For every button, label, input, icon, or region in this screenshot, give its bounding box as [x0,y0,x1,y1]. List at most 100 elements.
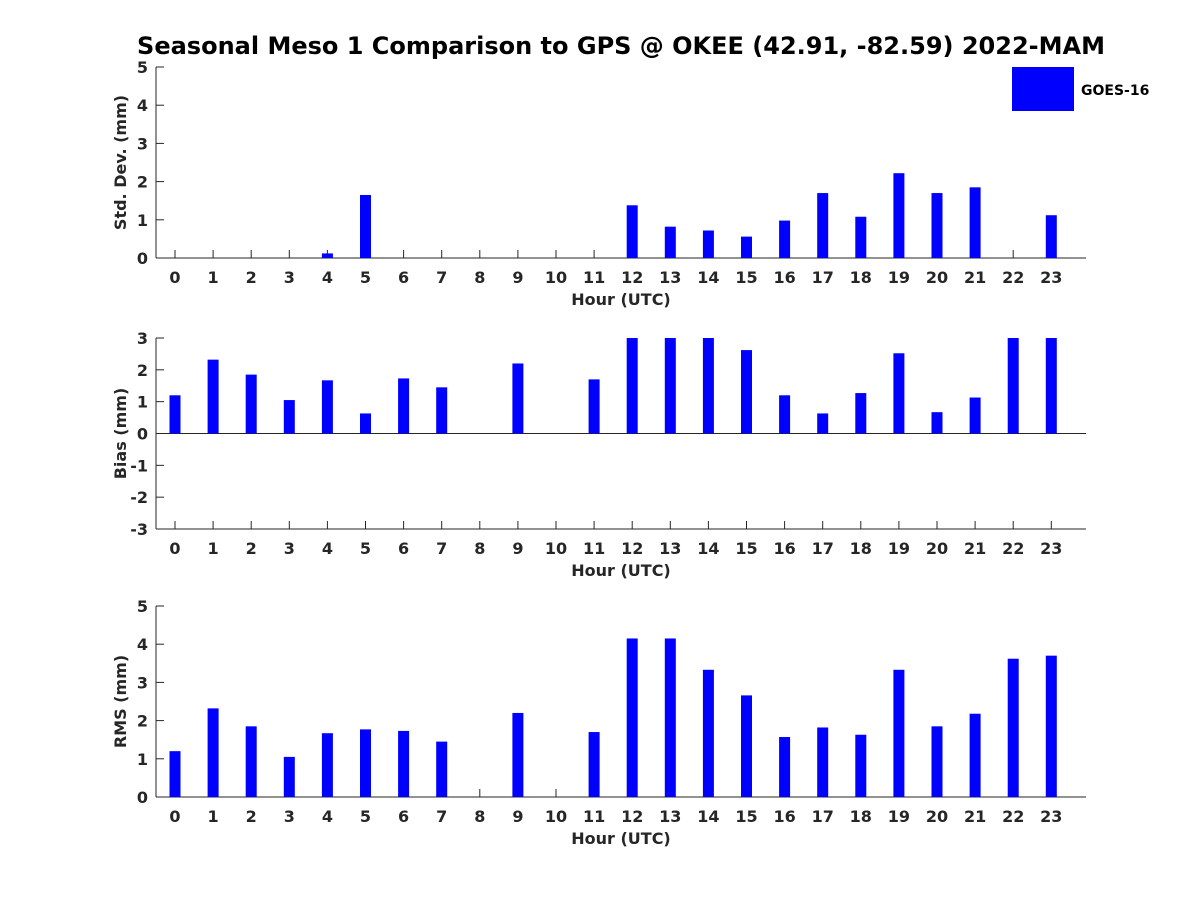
bar-hour-14 [702,230,714,258]
bar-hour-19 [893,173,905,258]
bar-hour-9 [512,712,524,797]
x-tick-label: 12 [621,268,643,287]
y-tick-label: -1 [130,456,148,475]
x-tick-label: 22 [1002,268,1024,287]
x-axis-label: Hour (UTC) [571,290,671,309]
bar-hour-20 [931,726,943,797]
bar-hour-7 [436,741,448,797]
bar-hour-22 [1007,658,1019,797]
bar-hour-19 [893,669,905,797]
x-tick-label: 19 [888,268,910,287]
bar-hour-1 [207,359,219,434]
x-tick-label: 11 [583,807,605,826]
bar-hour-12 [626,638,638,797]
chart-title: Seasonal Meso 1 Comparison to GPS @ OKEE… [137,32,1105,60]
y-tick-label: -3 [130,520,148,539]
x-tick-label: 1 [208,539,219,558]
bar-hour-23 [1045,655,1057,797]
x-tick-label: 21 [964,539,986,558]
bar-hour-17 [817,193,829,258]
bar-hour-23 [1045,338,1057,434]
x-tick-label: 14 [697,807,719,826]
x-tick-label: 23 [1040,539,1062,558]
bar-hour-19 [893,353,905,434]
bar-hour-1 [207,708,219,797]
bar-hour-13 [664,338,676,434]
bar-hour-13 [664,226,676,258]
y-tick-label: 5 [137,58,148,77]
bar-hour-15 [741,695,752,797]
x-tick-label: 4 [322,268,333,287]
bar-hour-14 [702,338,714,434]
legend-label: GOES-16 [1081,83,1149,99]
x-tick-label: 2 [246,539,257,558]
bar-hour-0 [169,751,181,797]
x-tick-label: 10 [545,807,567,826]
x-tick-label: 18 [850,807,872,826]
bar-hour-15 [741,350,752,434]
x-tick-label: 17 [812,539,834,558]
y-tick-label: 4 [137,96,148,115]
x-tick-label: 7 [436,268,447,287]
x-tick-label: 10 [545,539,567,558]
x-tick-label: 5 [360,268,371,287]
bar-hour-11 [588,379,600,434]
bar-hour-2 [245,726,257,797]
y-tick-label: 3 [137,134,148,153]
x-tick-label: 20 [926,539,948,558]
bar-hour-18 [855,216,867,258]
x-tick-label: 1 [208,807,219,826]
bar-hour-17 [817,413,829,434]
x-tick-label: 21 [964,268,986,287]
x-tick-label: 11 [583,268,605,287]
y-tick-label: 5 [137,597,148,616]
x-tick-label: 7 [436,807,447,826]
x-tick-label: 10 [545,268,567,287]
y-tick-label: 4 [137,635,148,654]
x-tick-label: 16 [773,268,795,287]
bar-hour-14 [702,669,714,797]
x-tick-label: 9 [512,539,523,558]
bar-hour-21 [969,713,981,797]
x-tick-label: 23 [1040,268,1062,287]
x-tick-label: 8 [474,539,485,558]
x-tick-label: 23 [1040,807,1062,826]
bar-hour-18 [855,734,867,797]
bar-hour-16 [779,395,791,434]
x-tick-label: 20 [926,807,948,826]
bar-hour-21 [969,397,981,434]
bar-hour-6 [398,730,410,797]
x-tick-label: 0 [169,539,180,558]
x-tick-label: 18 [850,539,872,558]
x-axis-label: Hour (UTC) [571,829,671,848]
x-tick-label: 11 [583,539,605,558]
x-tick-label: 9 [512,807,523,826]
x-tick-label: 8 [474,268,485,287]
bar-hour-4 [321,733,333,797]
bar-hour-3 [283,400,295,434]
x-tick-label: 21 [964,807,986,826]
x-tick-label: 20 [926,268,948,287]
bar-hour-18 [855,393,867,434]
x-tick-label: 18 [850,268,872,287]
y-axis-label: Bias (mm) [111,388,130,480]
y-tick-label: 3 [137,329,148,348]
y-tick-label: 0 [137,788,148,807]
x-tick-label: 2 [246,807,257,826]
bar-hour-4 [321,380,333,434]
x-tick-label: 4 [322,539,333,558]
y-tick-label: 1 [137,211,148,230]
legend: GOES-16 [1012,67,1149,111]
x-tick-label: 0 [169,807,180,826]
x-tick-label: 12 [621,807,643,826]
y-tick-label: 3 [137,673,148,692]
bar-hour-5 [360,729,371,797]
x-tick-label: 17 [812,807,834,826]
bar-hour-11 [588,732,600,797]
x-tick-label: 22 [1002,539,1024,558]
x-tick-label: 6 [398,539,409,558]
x-tick-label: 14 [697,268,719,287]
